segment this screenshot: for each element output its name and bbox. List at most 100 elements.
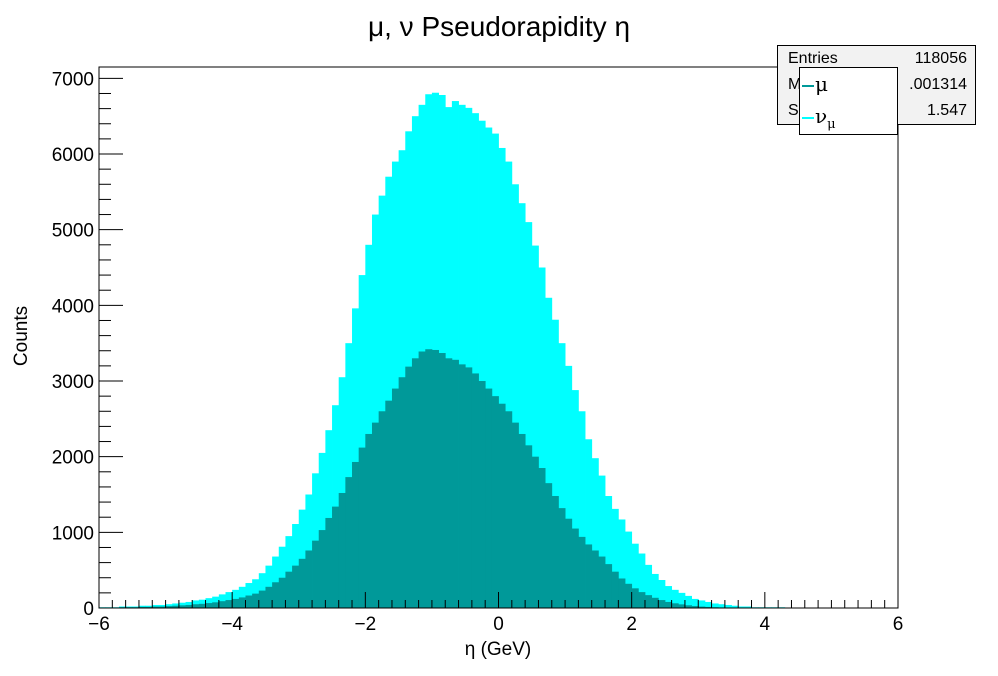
histogram-bar [505, 411, 513, 608]
stats-key: M [788, 76, 802, 93]
histogram-bar [678, 604, 686, 608]
histogram-bar [611, 508, 619, 608]
stats-value: 118056 [914, 50, 967, 67]
histogram-bar [445, 358, 453, 608]
histogram-bar [678, 592, 686, 608]
histogram-bar [145, 605, 153, 608]
x-tick-label: −2 [354, 614, 376, 635]
histogram-bar [378, 195, 386, 608]
histogram-bar [471, 373, 479, 608]
histogram-bar [605, 564, 613, 608]
histogram-bar [491, 133, 499, 608]
legend-swatch-mu [802, 85, 814, 87]
x-tick-label: 0 [493, 614, 504, 635]
y-tick-label: 1000 [52, 523, 94, 544]
histogram-bar [458, 364, 466, 608]
histogram-bar [232, 598, 240, 608]
histogram-bar [405, 366, 413, 608]
histogram-bar [551, 496, 559, 608]
stats-value: 1.547 [926, 102, 967, 119]
histogram-bar [505, 161, 513, 608]
x-tick-label: −6 [88, 614, 110, 635]
y-tick-label: 5000 [52, 221, 94, 242]
histogram-bar [378, 411, 386, 608]
histogram-bar [578, 411, 586, 608]
histogram-bar [651, 597, 659, 608]
histogram-bar [192, 604, 200, 608]
y-tick-label: 7000 [52, 69, 94, 90]
histogram-bar [332, 506, 340, 608]
histogram-bar [278, 577, 286, 608]
histogram-bar [205, 603, 213, 608]
histogram-bar [658, 600, 666, 608]
histogram-bar [651, 573, 659, 608]
histogram-bar [252, 593, 260, 608]
histogram-bar [478, 381, 486, 608]
y-tick-label: 3000 [52, 372, 94, 393]
x-tick-label: 2 [626, 614, 637, 635]
histogram-bar [471, 113, 479, 608]
histogram-bar [305, 550, 313, 608]
histogram-bar [198, 603, 206, 608]
legend: μ νμ [799, 67, 898, 135]
histogram-bar [591, 458, 599, 608]
histogram-bar [418, 351, 426, 608]
histogram-bar [438, 353, 446, 608]
histogram-bar [545, 483, 553, 608]
histogram-bar [711, 603, 719, 608]
histogram-bar [371, 422, 380, 608]
y-tick-label: 4000 [52, 296, 94, 317]
histogram-bar [638, 592, 646, 608]
chart-title: μ, ν Pseudorapidity η [368, 11, 630, 42]
histogram-bar [391, 388, 400, 608]
histogram-bar [704, 601, 712, 608]
histogram-bar [312, 540, 320, 608]
histogram-bar [385, 400, 393, 608]
histogram-bar [531, 456, 539, 608]
histogram-bar [511, 184, 519, 608]
histogram-bar [451, 101, 459, 609]
histogram-bar [265, 586, 273, 608]
histogram-bar [525, 222, 533, 609]
histogram-bar [485, 127, 493, 608]
histogram-bar [704, 606, 712, 608]
histogram-bar [358, 447, 366, 608]
histogram-bar [451, 359, 459, 608]
series-mu-bars [99, 349, 899, 608]
histogram-bar [465, 107, 473, 609]
histogram-bar [398, 377, 406, 608]
histogram-bar [591, 550, 599, 608]
histogram-bar [625, 531, 633, 608]
histogram-bar [345, 343, 353, 608]
histogram-bar [172, 605, 180, 608]
y-tick-label: 0 [83, 599, 94, 620]
legend-label-nu: νμ [815, 104, 836, 132]
histogram-bar [525, 445, 533, 608]
histogram-bar [498, 147, 506, 608]
histogram-bar [698, 606, 706, 608]
histogram-bar [518, 203, 526, 608]
histogram-bar [278, 546, 286, 608]
histogram-bar [631, 543, 639, 608]
histogram-bar [198, 599, 206, 608]
histogram-bar [325, 517, 333, 608]
histogram-bar [345, 477, 353, 608]
histogram-bar [565, 518, 573, 608]
histogram-bar [571, 390, 579, 608]
histogram-bar [411, 358, 419, 608]
histogram-bar [644, 564, 653, 608]
y-axis-label: Counts [11, 306, 32, 366]
histogram-bar [498, 403, 506, 608]
histogram-bar [158, 606, 166, 608]
histogram-bar [538, 267, 546, 608]
histogram-bar [618, 519, 626, 608]
histogram-bar [571, 528, 579, 608]
histogram-bar [545, 297, 553, 608]
histogram-bar [298, 558, 306, 608]
histogram-bar [238, 586, 246, 608]
legend-entry-mu: μ [800, 70, 899, 100]
x-tick-label: 6 [893, 614, 904, 635]
stats-key: S [788, 102, 799, 119]
histogram-bar [258, 590, 266, 608]
histogram-bar [245, 583, 253, 608]
